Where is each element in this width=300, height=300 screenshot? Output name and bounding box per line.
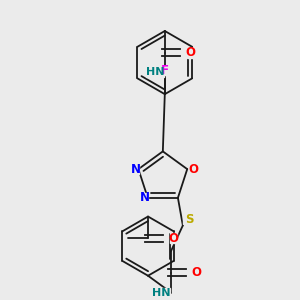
Bar <box>161 65 168 75</box>
Text: N: N <box>130 163 140 176</box>
Bar <box>187 48 194 58</box>
Bar <box>190 164 196 174</box>
Text: HN: HN <box>152 287 170 298</box>
Text: S: S <box>185 213 194 226</box>
Bar <box>146 68 164 77</box>
Bar <box>132 164 139 174</box>
Bar <box>193 268 200 278</box>
Bar <box>141 193 148 203</box>
Text: F: F <box>161 64 169 77</box>
Text: O: O <box>169 232 179 245</box>
Text: O: O <box>188 163 198 176</box>
Text: O: O <box>192 266 202 279</box>
Bar <box>170 233 177 243</box>
Text: N: N <box>140 191 150 204</box>
Text: O: O <box>185 46 196 59</box>
Text: HN: HN <box>146 68 164 77</box>
Bar <box>183 214 197 224</box>
Bar <box>152 288 170 298</box>
